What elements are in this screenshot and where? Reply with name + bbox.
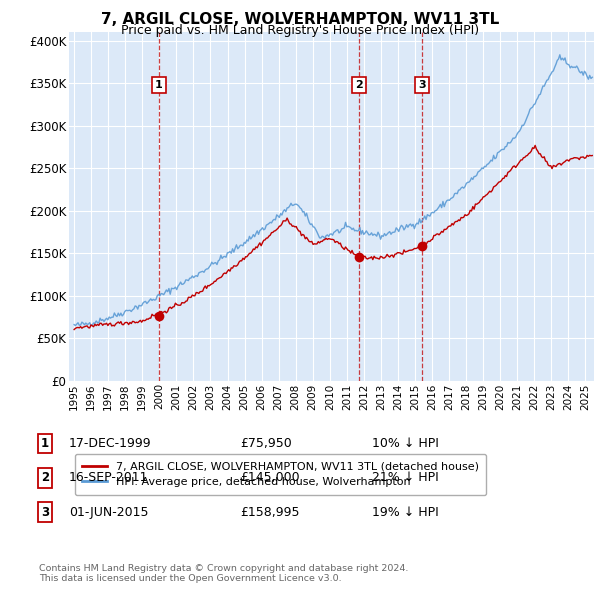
Text: £75,950: £75,950 [240,437,292,450]
Text: £158,995: £158,995 [240,506,299,519]
Text: 10% ↓ HPI: 10% ↓ HPI [372,437,439,450]
Text: 01-JUN-2015: 01-JUN-2015 [69,506,149,519]
Text: £145,000: £145,000 [240,471,299,484]
Text: 21% ↓ HPI: 21% ↓ HPI [372,471,439,484]
Legend: 7, ARGIL CLOSE, WOLVERHAMPTON, WV11 3TL (detached house), HPI: Average price, de: 7, ARGIL CLOSE, WOLVERHAMPTON, WV11 3TL … [74,454,487,495]
Text: 2: 2 [355,80,363,90]
Text: 17-DEC-1999: 17-DEC-1999 [69,437,152,450]
Text: 16-SEP-2011: 16-SEP-2011 [69,471,149,484]
Text: 19% ↓ HPI: 19% ↓ HPI [372,506,439,519]
Text: 1: 1 [155,80,163,90]
Text: 3: 3 [41,506,49,519]
Text: 7, ARGIL CLOSE, WOLVERHAMPTON, WV11 3TL: 7, ARGIL CLOSE, WOLVERHAMPTON, WV11 3TL [101,12,499,27]
Text: Contains HM Land Registry data © Crown copyright and database right 2024.
This d: Contains HM Land Registry data © Crown c… [39,563,409,583]
Text: 2: 2 [41,471,49,484]
Text: Price paid vs. HM Land Registry's House Price Index (HPI): Price paid vs. HM Land Registry's House … [121,24,479,37]
Text: 1: 1 [41,437,49,450]
Text: 3: 3 [418,80,426,90]
